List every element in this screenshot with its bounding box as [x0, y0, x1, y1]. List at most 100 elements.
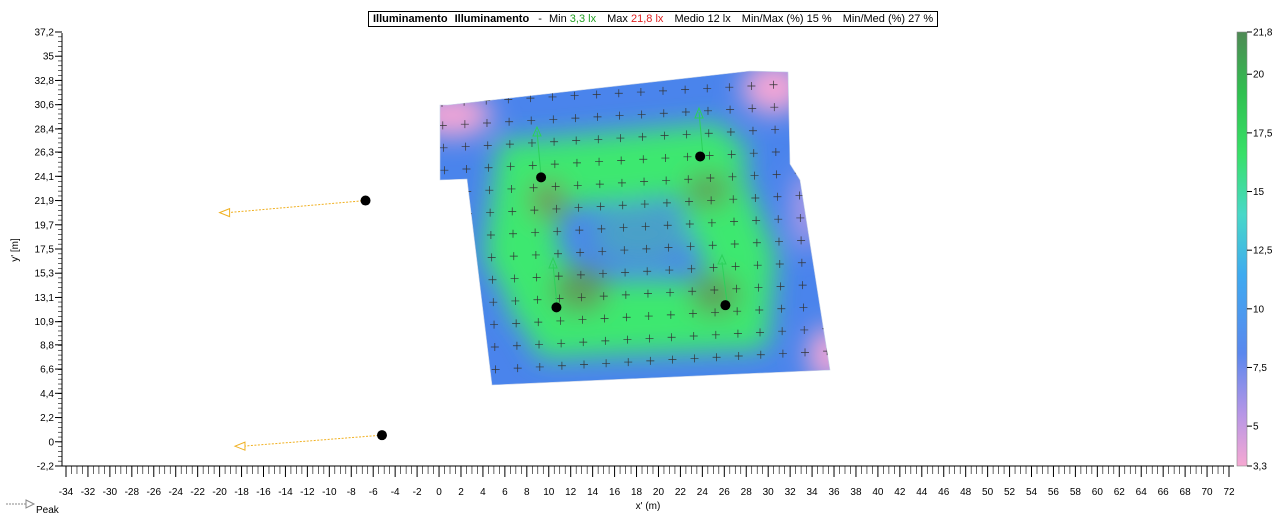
grid-mark: [778, 349, 787, 358]
x-tick-label: -22: [190, 487, 205, 498]
grid-mark: [553, 227, 562, 236]
grid-mark: [659, 109, 668, 118]
grid-mark: [703, 106, 712, 115]
x-tick-label: -16: [256, 487, 271, 498]
grid-mark: [446, 345, 455, 354]
grid-mark: [572, 136, 581, 145]
grid-mark: [620, 246, 629, 255]
grid-mark: [507, 184, 516, 193]
grid-mark: [756, 328, 765, 337]
grid-mark: [602, 359, 611, 368]
grid-mark: [511, 296, 520, 305]
grid-mark: [528, 161, 537, 170]
x-tick-label: 46: [938, 487, 950, 498]
grid-mark: [770, 103, 779, 112]
grid-mark: [533, 295, 542, 304]
luminaire-aim-marks: [532, 106, 728, 306]
y-tick-label: 13,1: [35, 293, 55, 304]
grid-mark: [486, 230, 495, 239]
grid-mark: [529, 183, 538, 192]
grid-mark: [510, 274, 519, 283]
x-tick-label: 6: [502, 487, 508, 498]
grid-mark: [682, 130, 691, 139]
grid-mark: [575, 226, 584, 235]
grid-mark: [709, 263, 718, 272]
x-tick-label: 20: [653, 487, 665, 498]
x-tick-label: 60: [1092, 487, 1104, 498]
grid-mark: [465, 254, 474, 263]
grid-mark: [688, 309, 697, 318]
grid-mark: [684, 175, 693, 184]
grid-mark: [801, 348, 810, 357]
grid-mark: [508, 207, 517, 216]
luminaire-point: [376, 430, 387, 441]
x-tick-label: -20: [212, 487, 227, 498]
grid-mark: [535, 362, 544, 371]
x-tick-label: 22: [675, 487, 687, 498]
grid-mark: [711, 308, 720, 317]
grid-mark: [553, 249, 562, 258]
grid-mark: [486, 208, 495, 217]
grid-mark: [593, 112, 602, 121]
grid-mark: [623, 335, 632, 344]
grid-mark: [447, 367, 456, 376]
x-tick-label: -6: [369, 487, 378, 498]
grid-mark: [643, 267, 652, 276]
colorbar-tick-label: 20: [1253, 70, 1265, 81]
grid-mark: [688, 287, 697, 296]
colorbar-tick-label: 17,5: [1253, 128, 1273, 139]
grid-mark: [490, 320, 499, 329]
x-tick-label: -4: [391, 487, 400, 498]
x-tick-label: 12: [565, 487, 577, 498]
grid-mark: [618, 201, 627, 210]
grid-mark: [469, 366, 478, 375]
x-tick-label: 30: [763, 487, 775, 498]
peak-legend-label: Peak: [36, 505, 60, 516]
grid-mark: [666, 310, 675, 319]
grid-mark: [594, 135, 603, 144]
grid-mark: [614, 89, 623, 98]
grid-mark: [681, 85, 690, 94]
grid-mark: [733, 329, 742, 338]
grid-mark: [667, 333, 676, 342]
x-tick-label: 36: [828, 487, 840, 498]
x-tick-label: 8: [524, 487, 530, 498]
grid-mark: [461, 142, 470, 151]
grid-mark: [550, 160, 559, 169]
grid-mark: [819, 257, 828, 266]
x-tick-label: -26: [147, 487, 162, 498]
grid-mark: [554, 272, 563, 281]
grid-mark: [748, 104, 757, 113]
grid-mark: [440, 121, 447, 130]
grid-mark: [771, 147, 780, 156]
x-tick-label: 40: [872, 487, 884, 498]
grid-mark: [686, 242, 695, 251]
x-tick-label: 28: [741, 487, 753, 498]
chart-title: Illuminamento Illuminamento - Min 3,3 lx…: [368, 11, 939, 27]
grid-mark: [637, 110, 646, 119]
grid-mark: [774, 237, 783, 246]
grid-mark: [751, 193, 760, 202]
grid-mark: [615, 111, 624, 120]
grid-mark: [535, 340, 544, 349]
grid-mark: [483, 141, 492, 150]
x-tick-label: 16: [609, 487, 621, 498]
grid-mark: [445, 300, 454, 309]
grid-mark: [668, 355, 677, 364]
grid-mark: [506, 162, 515, 171]
y-tick-label: 21,9: [35, 196, 55, 207]
x-tick-label: -34: [59, 487, 74, 498]
grid-mark: [734, 351, 743, 360]
grid-mark: [595, 180, 604, 189]
grid-mark: [636, 88, 645, 97]
grid-mark: [491, 365, 500, 374]
luminaire-point: [360, 195, 371, 206]
x-tick-label: 0: [436, 487, 442, 498]
grid-mark: [821, 302, 830, 311]
grid-mark: [595, 157, 604, 166]
grid-mark: [818, 212, 827, 221]
grid-mark: [708, 241, 717, 250]
y-tick-label: 30,6: [35, 100, 55, 111]
x-tick-label: -28: [125, 487, 140, 498]
grid-mark: [793, 124, 802, 133]
